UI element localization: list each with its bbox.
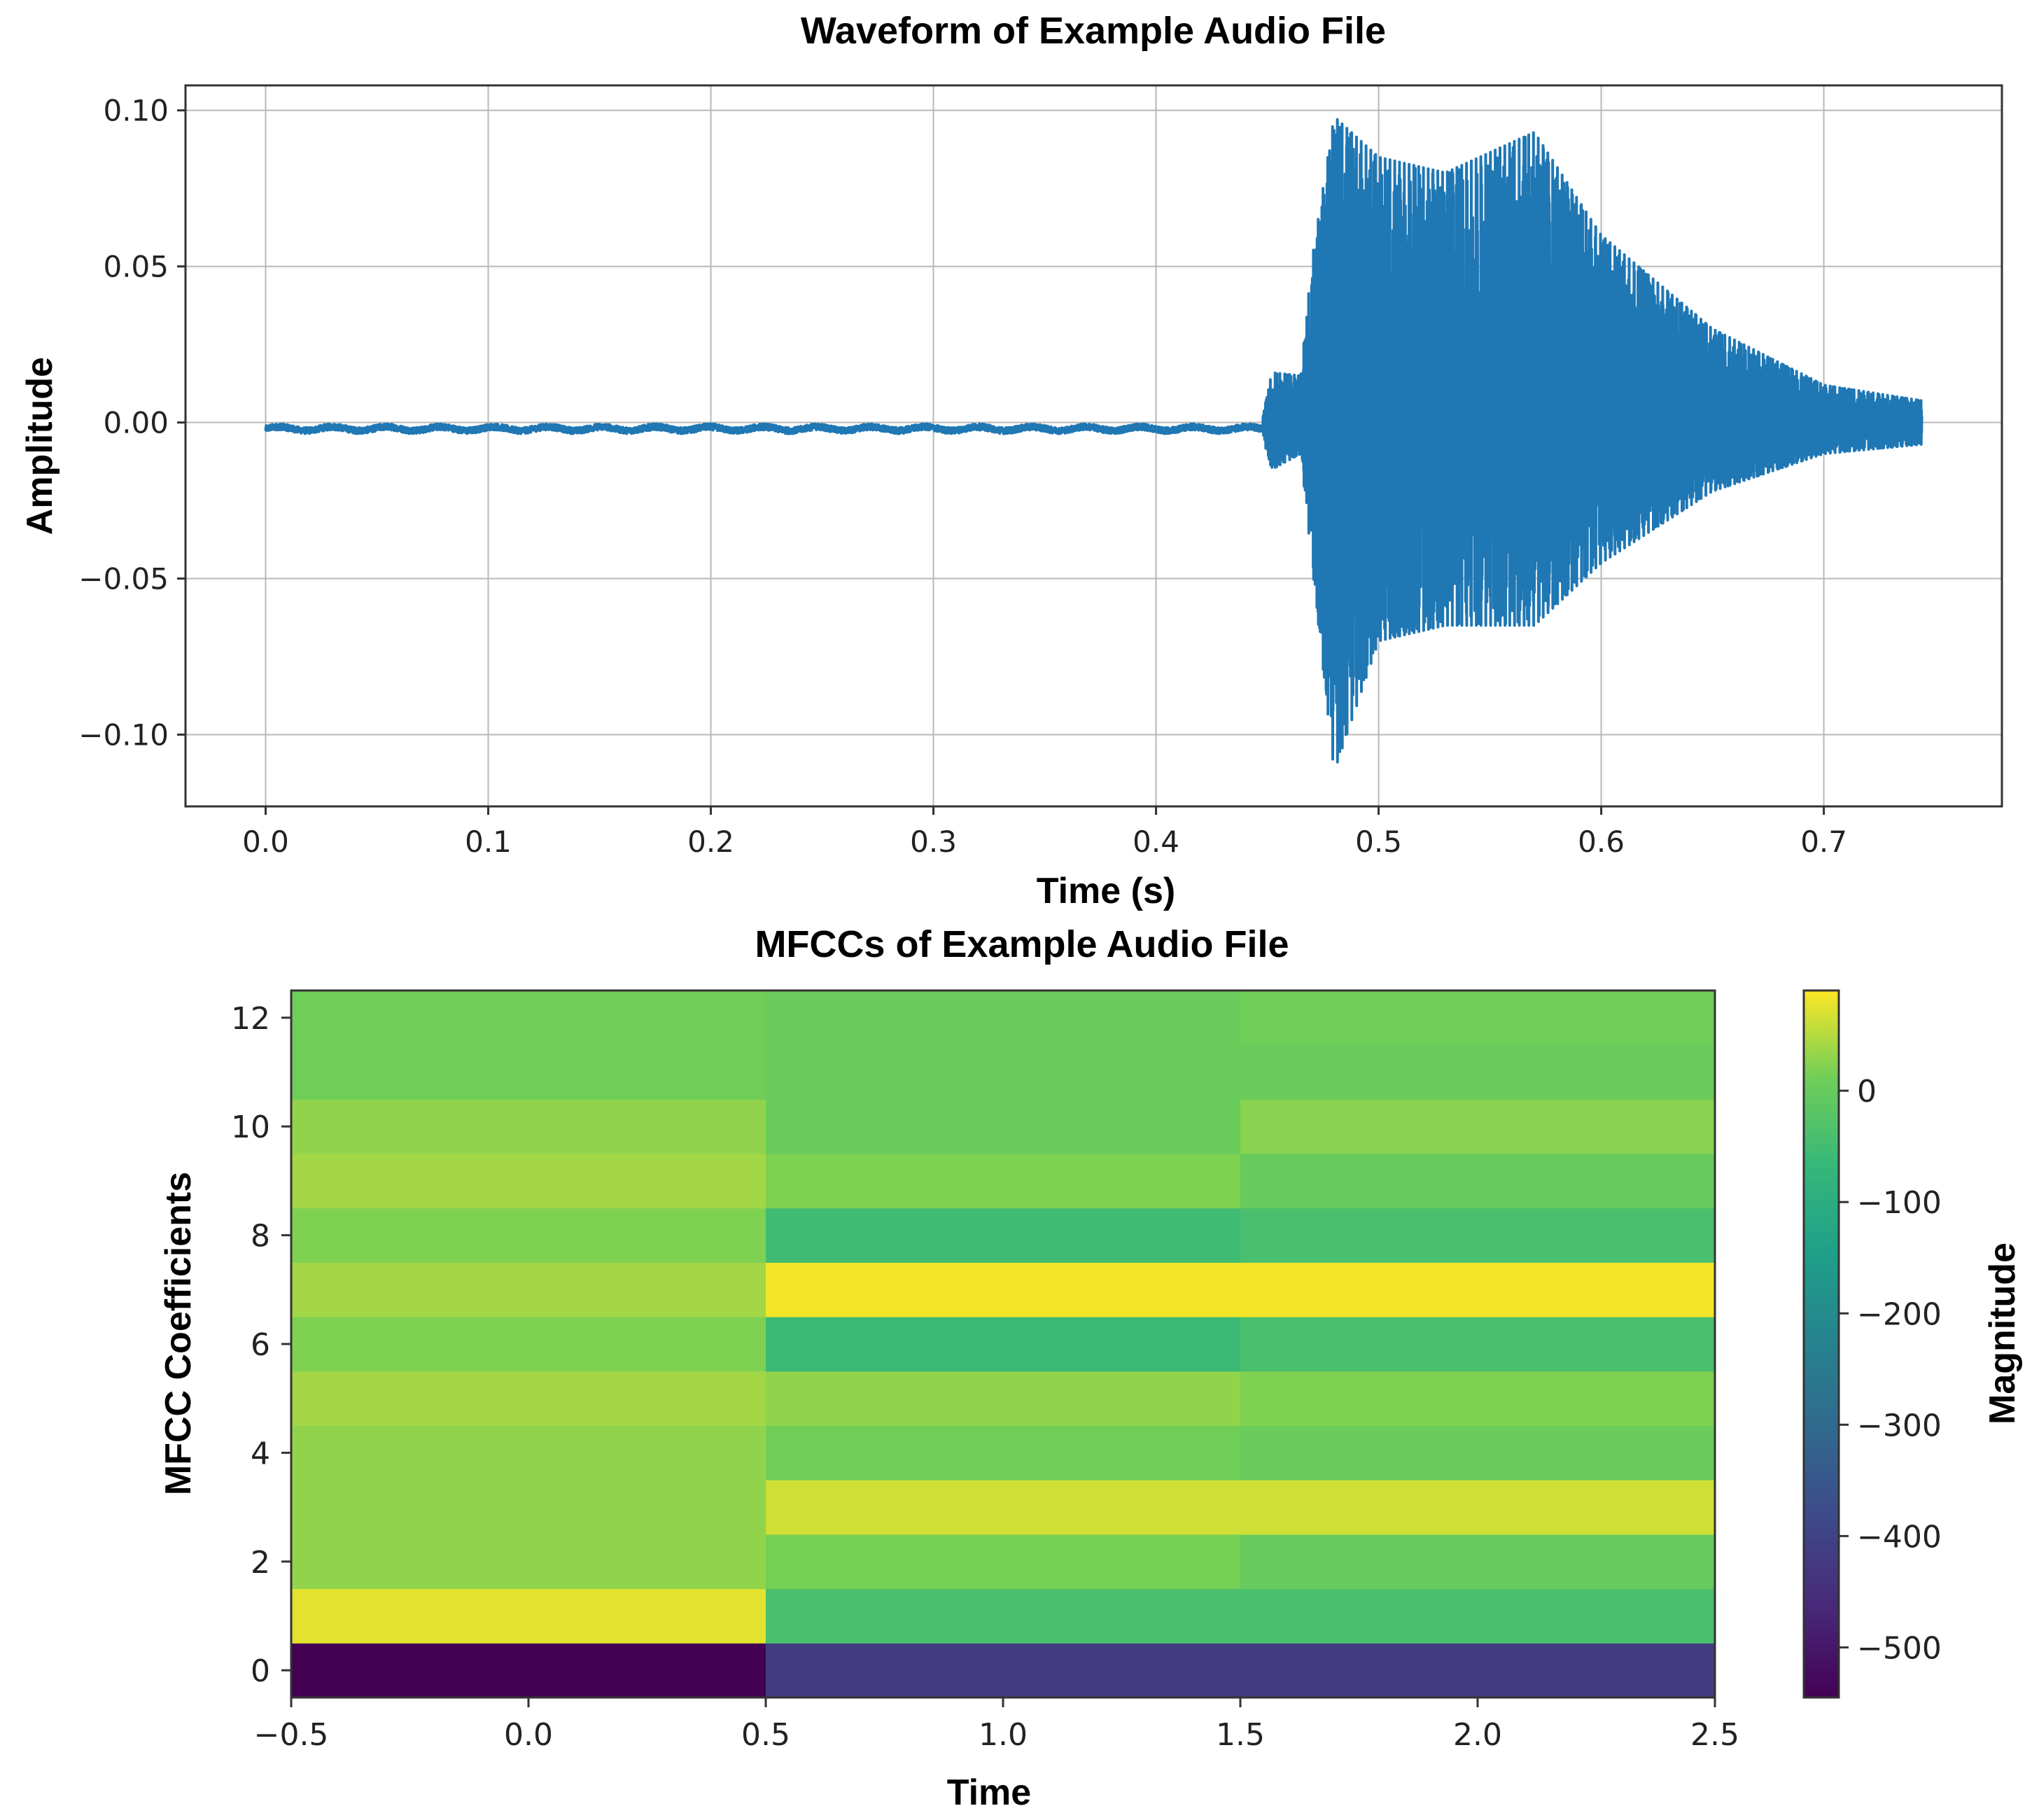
mfcc-x-tick-label: 2.5 xyxy=(1690,1717,1739,1753)
waveform-y-axis: 0.10 0.05 0.00 −0.05 −0.10 xyxy=(78,94,185,752)
mfcc-cell xyxy=(291,1588,766,1644)
mfcc-cell xyxy=(1240,990,1716,1046)
mfcc-x-tick-label: −0.5 xyxy=(254,1717,329,1753)
mfcc-cell xyxy=(291,1371,766,1427)
mfcc-y-tick-label: 4 xyxy=(251,1436,270,1471)
mfcc-title: MFCCs of Example Audio File xyxy=(755,923,1289,965)
colorbar-tick-label: −200 xyxy=(1857,1296,1942,1332)
mfcc-cell xyxy=(766,1425,1241,1480)
waveform-y-tick-label: 0.05 xyxy=(103,250,169,284)
mfcc-x-tick-label: 1.0 xyxy=(979,1717,1028,1753)
mfcc-cell xyxy=(291,1317,766,1372)
mfcc-cell xyxy=(291,1425,766,1480)
colorbar-label: Magnitude xyxy=(1982,1242,2023,1424)
waveform-x-tick-label: 0.4 xyxy=(1133,825,1179,859)
waveform-x-axis: 0.0 0.1 0.2 0.3 0.4 0.5 0.6 0.7 xyxy=(242,806,1847,859)
colorbar-tick-label: −500 xyxy=(1857,1630,1942,1666)
colorbar-tick-label: 0 xyxy=(1857,1074,1877,1110)
mfcc-cell xyxy=(1240,1317,1716,1372)
colorbar-tick-label: −400 xyxy=(1857,1519,1942,1555)
mfcc-cell xyxy=(1240,1643,1716,1698)
waveform-y-tick-label: 0.00 xyxy=(103,406,169,440)
mfcc-cell xyxy=(766,1044,1241,1100)
waveform-plot-frame xyxy=(184,84,2003,808)
mfcc-cell xyxy=(291,1262,766,1317)
mfcc-x-tick-label: 0.0 xyxy=(504,1717,553,1753)
mfcc-y-tick-label: 6 xyxy=(251,1327,270,1363)
waveform-y-tick-label: −0.10 xyxy=(78,718,169,752)
mfcc-cell xyxy=(291,990,766,1046)
colorbar-tick-label: −100 xyxy=(1857,1185,1942,1221)
mfcc-x-tick-label: 1.5 xyxy=(1216,1717,1265,1753)
mfcc-cell xyxy=(291,1643,766,1698)
waveform-x-tick-label: 0.5 xyxy=(1355,825,1402,859)
mfcc-heatmap xyxy=(291,990,1716,1698)
mfcc-cell xyxy=(766,1588,1241,1644)
waveform-y-axis-label: Amplitude xyxy=(20,357,60,535)
mfcc-cell xyxy=(766,1099,1241,1154)
mfcc-y-tick-label: 8 xyxy=(251,1219,270,1254)
waveform-title: Waveform of Example Audio File xyxy=(801,10,1386,52)
mfcc-cell xyxy=(291,1044,766,1100)
waveform-x-tick-label: 0.6 xyxy=(1578,825,1625,859)
colorbar-tick-label: −300 xyxy=(1857,1408,1942,1443)
colorbar xyxy=(1802,989,1840,1699)
waveform-y-tick-label: −0.05 xyxy=(78,562,169,596)
mfcc-y-axis-label: MFCC Coefficients xyxy=(158,1172,199,1495)
waveform-chart: Waveform of Example Audio File 0.0 0.1 0.2… xyxy=(20,10,2003,911)
mfcc-cell xyxy=(766,1371,1241,1427)
waveform-x-tick-label: 0.7 xyxy=(1800,825,1847,859)
mfcc-cell xyxy=(1240,1208,1716,1263)
colorbar-axis: 0 −100 −200 −300 −400 −500 xyxy=(1839,1074,1942,1666)
mfcc-x-tick-label: 0.5 xyxy=(741,1717,790,1753)
mfcc-cell xyxy=(766,1208,1241,1263)
mfcc-y-axis: 0 2 4 6 8 10 12 xyxy=(231,1001,291,1689)
mfcc-cell xyxy=(291,1480,766,1535)
mfcc-cell xyxy=(1240,1588,1716,1644)
mfcc-cell xyxy=(766,1534,1241,1590)
mfcc-cell xyxy=(766,1643,1241,1698)
mfcc-cell xyxy=(1240,1154,1716,1209)
mfcc-y-tick-label: 10 xyxy=(231,1110,270,1145)
mfcc-cell xyxy=(1240,1480,1716,1535)
mfcc-cell xyxy=(1240,1044,1716,1100)
mfcc-cell xyxy=(766,990,1241,1046)
waveform-x-tick-label: 0.2 xyxy=(687,825,734,859)
mfcc-x-tick-label: 2.0 xyxy=(1453,1717,1502,1753)
mfcc-cell xyxy=(1240,1534,1716,1590)
mfcc-cell xyxy=(1240,1371,1716,1427)
waveform-series-line xyxy=(264,118,1924,764)
waveform-x-tick-label: 0.0 xyxy=(242,825,289,859)
waveform-y-tick-label: 0.10 xyxy=(103,94,169,128)
mfcc-cell xyxy=(766,1317,1241,1372)
mfcc-cell xyxy=(1240,1099,1716,1154)
mfcc-chart: MFCCs of Example Audio File −0.5 0.0 0.5 1.… xyxy=(158,923,2023,1813)
mfcc-cell xyxy=(766,1262,1241,1317)
waveform-x-tick-label: 0.1 xyxy=(465,825,512,859)
mfcc-y-tick-label: 12 xyxy=(231,1001,270,1037)
mfcc-cell xyxy=(1240,1262,1716,1317)
mfcc-cell xyxy=(291,1154,766,1209)
mfcc-cell xyxy=(291,1099,766,1154)
mfcc-x-axis-label: Time xyxy=(947,1772,1031,1813)
waveform-x-axis-label: Time (s) xyxy=(1037,871,1175,911)
mfcc-cell xyxy=(1240,1425,1716,1480)
mfcc-cell xyxy=(291,1208,766,1263)
mfcc-x-axis: −0.5 0.0 0.5 1.0 1.5 2.0 2.5 xyxy=(254,1698,1739,1753)
mfcc-cell xyxy=(291,1534,766,1590)
waveform-x-tick-label: 0.3 xyxy=(910,825,957,859)
mfcc-cell xyxy=(766,1154,1241,1209)
mfcc-y-tick-label: 2 xyxy=(251,1545,270,1581)
mfcc-y-tick-label: 0 xyxy=(251,1653,270,1689)
mfcc-cell xyxy=(766,1480,1241,1535)
